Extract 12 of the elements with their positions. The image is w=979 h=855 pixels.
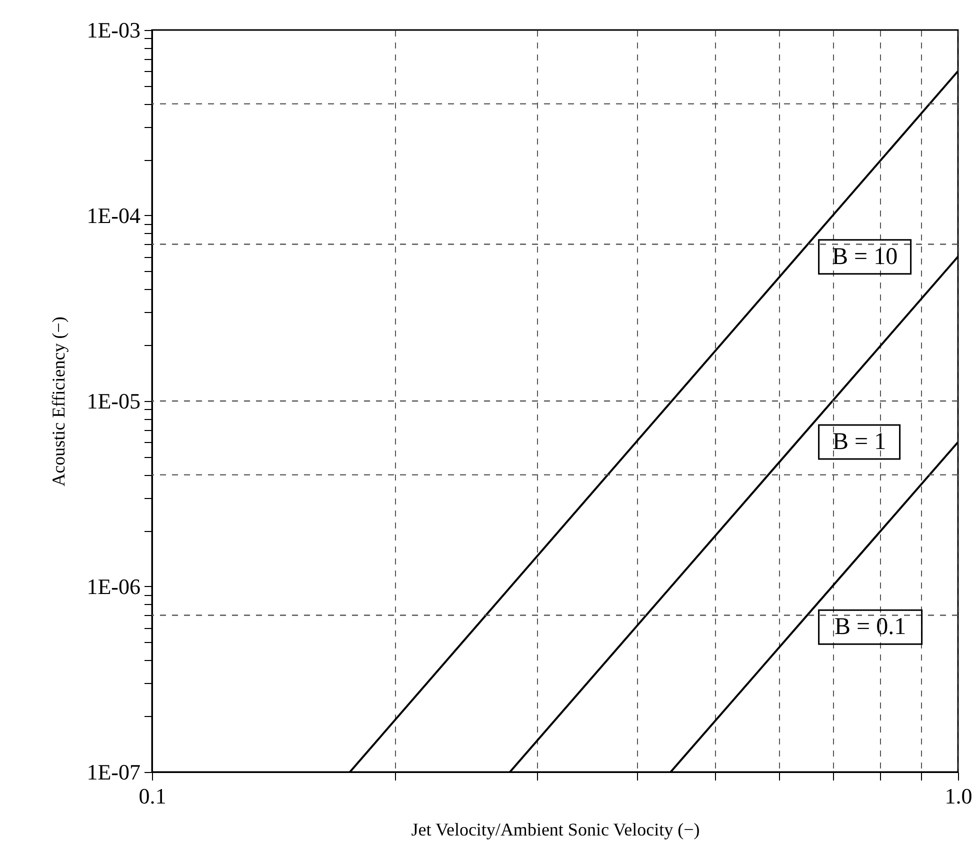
y-tick-label: 1E-06 — [86, 574, 140, 599]
series-label: B = 0.1 — [834, 614, 906, 640]
x-axis-title: Jet Velocity/Ambient Sonic Velocity (−) — [411, 820, 700, 840]
y-axis-title: Acoustic Efficiency (−) — [48, 316, 69, 486]
y-tick-label: 1E-07 — [86, 760, 140, 784]
y-tick-label: 1E-05 — [86, 388, 140, 414]
x-tick-label: 0.1 — [138, 784, 166, 808]
series-label: B = 10 — [832, 244, 898, 270]
x-tick-label: 1.0 — [944, 784, 972, 808]
y-tick-label: 1E-03 — [86, 18, 140, 42]
y-tick-label: 1E-04 — [86, 203, 140, 228]
series-label: B = 1 — [832, 429, 886, 456]
